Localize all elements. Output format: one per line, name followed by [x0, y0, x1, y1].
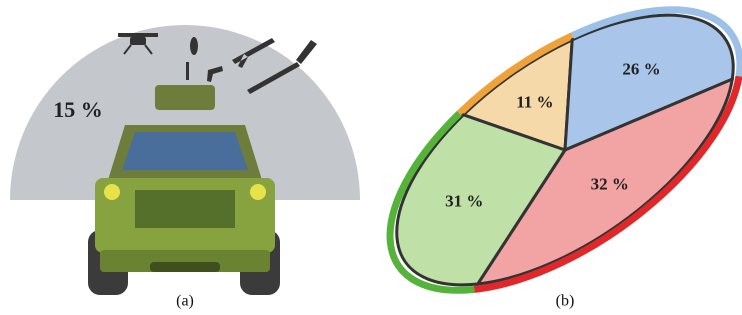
slice-label: 32 % — [591, 174, 629, 193]
slice-label: 31 % — [445, 192, 483, 211]
slice-label: 26 % — [622, 60, 660, 79]
zone-label: 15 % — [53, 97, 103, 122]
figure: 15 % (a) 11 % 26 % 32 % 31 % (b) — [0, 0, 742, 315]
panel-a: 15 % (a) — [10, 25, 360, 310]
caption: (b) — [556, 293, 575, 310]
slice-label: 11 % — [516, 93, 553, 112]
page: 15 % (a) 11 %26 %32 %31 % (b) (() — [0, 0, 742, 315]
caption: (a) — [176, 293, 194, 310]
panel-b: 11 % 26 % 32 % 31 % — [390, 10, 740, 291]
